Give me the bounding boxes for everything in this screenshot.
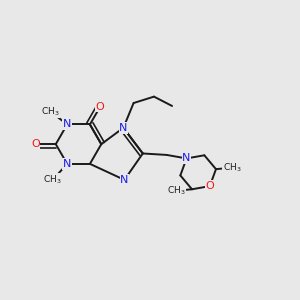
Text: CH$_3$: CH$_3$: [167, 184, 185, 197]
Text: CH$_3$: CH$_3$: [41, 105, 60, 118]
Text: N: N: [119, 123, 128, 133]
Text: N: N: [182, 153, 191, 164]
Text: N: N: [63, 159, 71, 169]
Text: O: O: [31, 139, 40, 149]
Text: O: O: [206, 181, 214, 191]
Text: CH$_3$: CH$_3$: [223, 161, 241, 174]
Text: O: O: [96, 102, 104, 112]
Text: N: N: [120, 175, 129, 185]
Text: N: N: [63, 119, 71, 130]
Text: CH$_3$: CH$_3$: [43, 174, 62, 186]
